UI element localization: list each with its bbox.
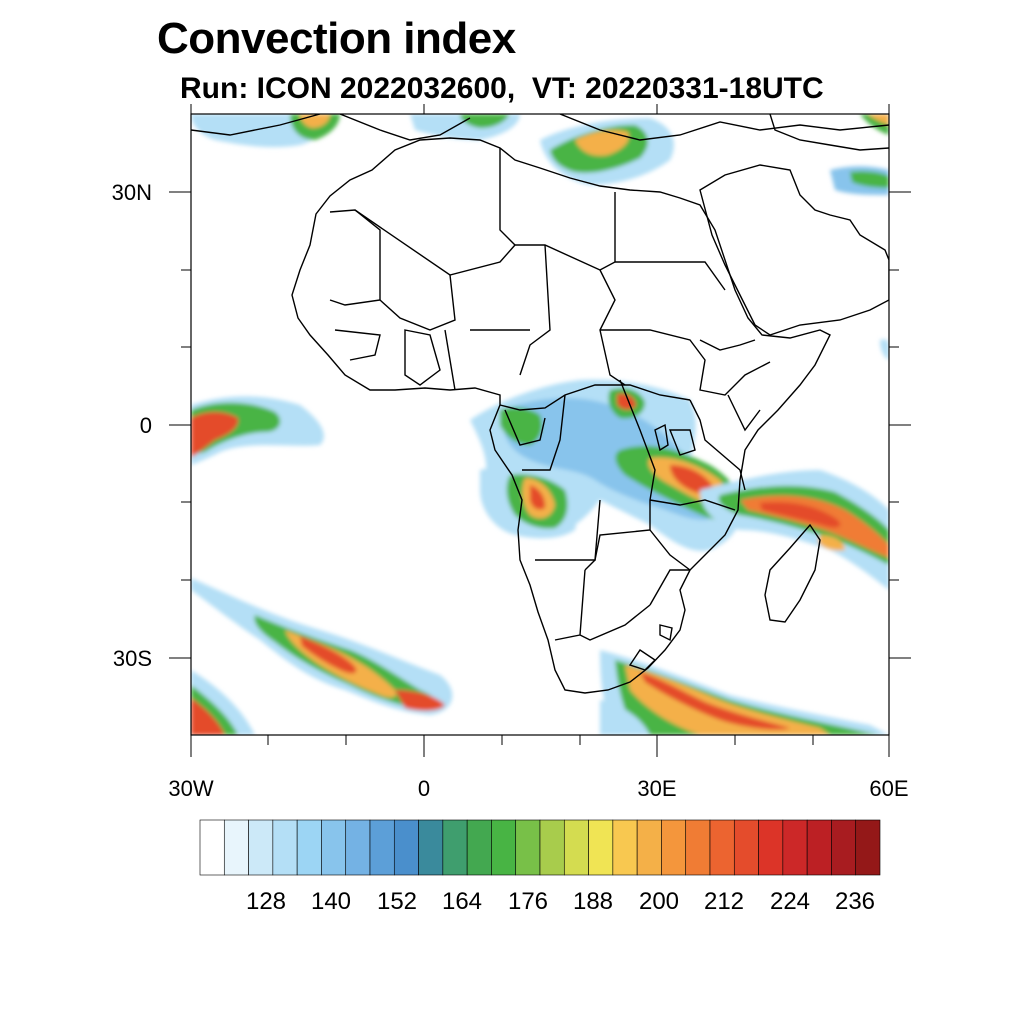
colorbar-swatch xyxy=(491,819,517,876)
colorbar-swatch xyxy=(661,819,687,876)
colorbar-swatch xyxy=(636,819,662,876)
colorbar-label-140: 140 xyxy=(310,888,352,915)
colorbar xyxy=(199,819,881,876)
colorbar-swatch xyxy=(296,819,322,876)
colorbar-swatch xyxy=(393,819,419,876)
colorbar-swatch xyxy=(345,819,371,876)
colorbar-swatch xyxy=(563,819,589,876)
colorbar-label-164: 164 xyxy=(441,888,483,915)
colorbar-label-236: 236 xyxy=(834,888,876,915)
colorbar-label-212: 212 xyxy=(703,888,745,915)
colorbar-swatch xyxy=(709,819,735,876)
colorbar-label-152: 152 xyxy=(376,888,418,915)
lon-label-30e: 30E xyxy=(637,776,677,801)
convection-field xyxy=(191,114,889,735)
colorbar-swatch xyxy=(612,819,638,876)
lon-label-0: 0 xyxy=(417,776,431,801)
map-subtitle: Run: ICON 2022032600, VT: 20220331-18UTC xyxy=(180,72,824,105)
colorbar-swatch xyxy=(466,819,492,876)
colorbar-swatch xyxy=(248,819,274,876)
colorbar-swatch xyxy=(223,819,249,876)
colorbar-swatch xyxy=(539,819,565,876)
colorbar-swatch xyxy=(855,819,881,876)
lon-label-60e: 60E xyxy=(869,776,909,801)
colorbar-label-128: 128 xyxy=(245,888,287,915)
coastlines xyxy=(191,114,889,694)
lon-label-30w: 30W xyxy=(168,776,214,801)
colorbar-swatch xyxy=(733,819,759,876)
lat-label-30s: 30S xyxy=(112,646,152,671)
colorbar-swatch xyxy=(588,819,614,876)
colorbar-swatch xyxy=(782,819,808,876)
colorbar-label-200: 200 xyxy=(638,888,680,915)
colorbar-swatch xyxy=(685,819,711,876)
colorbar-label-188: 188 xyxy=(572,888,614,915)
colorbar-swatch xyxy=(321,819,347,876)
colorbar-swatch xyxy=(515,819,541,876)
colorbar-swatch xyxy=(418,819,444,876)
colorbar-swatch xyxy=(199,819,225,876)
lat-label-0: 0 xyxy=(139,413,152,438)
axis-ticks xyxy=(169,104,911,757)
colorbar-swatch xyxy=(758,819,784,876)
colorbar-swatch xyxy=(272,819,298,876)
colorbar-swatch xyxy=(806,819,832,876)
colorbar-label-224: 224 xyxy=(769,888,811,915)
colorbar-swatch xyxy=(831,819,857,876)
map-title: Convection index xyxy=(157,14,516,63)
colorbar-label-176: 176 xyxy=(507,888,549,915)
colorbar-swatch xyxy=(369,819,395,876)
colorbar-swatch xyxy=(442,819,468,876)
lat-label-30n: 30N xyxy=(111,180,152,205)
